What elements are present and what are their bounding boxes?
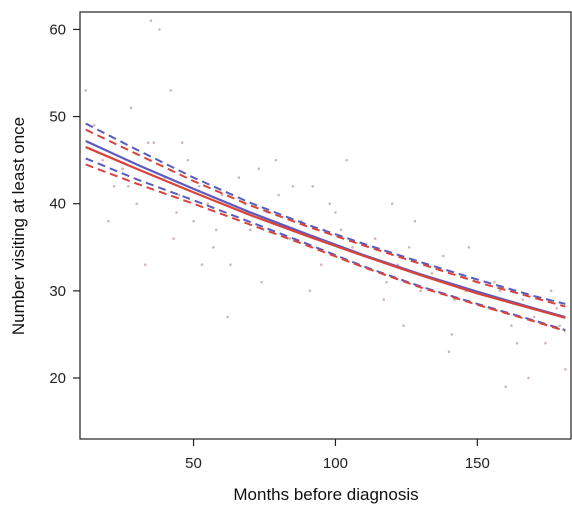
data-point xyxy=(345,158,349,162)
data-point xyxy=(419,289,422,293)
data-point xyxy=(101,158,105,162)
data-point xyxy=(385,280,388,284)
data-point xyxy=(178,193,181,197)
data-point xyxy=(549,289,553,293)
x-tick-label: 50 xyxy=(185,455,202,472)
y-axis-title: Number visiting at least once xyxy=(9,117,28,335)
data-point xyxy=(129,106,133,110)
data-point xyxy=(430,272,434,275)
data-point xyxy=(373,237,377,240)
ci-line-3 xyxy=(85,157,566,332)
data-point xyxy=(402,324,405,328)
fit-line-0 xyxy=(85,139,566,319)
data-point xyxy=(510,324,513,328)
data-point xyxy=(200,263,204,267)
data-point xyxy=(467,245,471,249)
y-tick-label: 20 xyxy=(49,370,66,387)
data-point xyxy=(532,315,536,319)
data-point xyxy=(447,350,451,354)
data-point xyxy=(308,289,312,293)
data-point xyxy=(206,202,210,206)
data-point xyxy=(339,228,343,232)
data-point xyxy=(135,202,139,206)
data-point xyxy=(175,211,178,214)
y-tick-label: 50 xyxy=(49,109,66,126)
data-point xyxy=(126,184,130,188)
fit-line-1 xyxy=(85,146,566,319)
data-point xyxy=(229,263,232,267)
data-point xyxy=(544,341,547,345)
y-axis: 20 30 40 50 60 xyxy=(49,21,80,387)
data-point xyxy=(407,245,411,249)
data-point xyxy=(334,211,337,214)
data-point xyxy=(277,193,280,197)
data-point xyxy=(158,28,161,31)
data-point xyxy=(319,263,323,267)
data-point xyxy=(149,19,153,23)
data-point xyxy=(527,376,530,380)
data-point xyxy=(441,254,445,258)
plot-frame xyxy=(79,11,572,440)
data-point xyxy=(328,202,332,206)
data-point xyxy=(107,219,110,223)
x-axis: 50 100 150 xyxy=(185,439,490,472)
ci-line-5 xyxy=(85,163,566,332)
data-point xyxy=(180,141,184,145)
data-point xyxy=(257,167,261,171)
data-point xyxy=(515,341,519,345)
data-point xyxy=(555,306,559,310)
data-point xyxy=(237,176,241,179)
data-point xyxy=(186,158,190,162)
data-point xyxy=(169,89,173,92)
data-point xyxy=(192,219,195,223)
data-point xyxy=(311,184,315,188)
data-point xyxy=(121,167,124,171)
data-point xyxy=(84,89,87,92)
data-point xyxy=(493,280,496,284)
y-tick-label: 40 xyxy=(49,196,66,213)
data-point xyxy=(351,245,354,249)
data-point xyxy=(413,219,417,223)
series-layer xyxy=(85,122,566,332)
data-point xyxy=(504,385,508,389)
points-layer xyxy=(84,19,567,389)
data-point xyxy=(112,184,116,188)
x-tick-label: 150 xyxy=(465,455,490,472)
data-point xyxy=(274,158,278,162)
ci-line-2 xyxy=(85,122,566,305)
data-point xyxy=(390,202,394,206)
y-tick-label: 60 xyxy=(49,21,66,38)
data-point xyxy=(152,141,156,145)
ci-line-4 xyxy=(85,128,566,308)
x-tick-label: 100 xyxy=(323,455,348,472)
data-point xyxy=(564,367,567,371)
data-point xyxy=(92,123,96,127)
data-point xyxy=(288,237,292,240)
data-point xyxy=(291,184,295,188)
y-tick-label: 30 xyxy=(49,283,66,300)
data-point xyxy=(498,289,502,293)
data-point xyxy=(212,245,215,249)
data-point xyxy=(172,237,175,240)
data-point xyxy=(143,263,147,267)
data-point xyxy=(146,141,150,145)
data-point xyxy=(260,280,263,284)
x-axis-title: Months before diagnosis xyxy=(233,485,418,504)
data-point xyxy=(521,298,525,301)
data-point xyxy=(450,333,454,336)
data-point xyxy=(558,324,561,328)
data-point xyxy=(226,315,229,319)
data-point xyxy=(220,193,224,197)
data-point xyxy=(248,228,252,232)
data-point xyxy=(197,184,201,188)
data-point xyxy=(382,298,385,301)
data-point xyxy=(214,228,218,232)
